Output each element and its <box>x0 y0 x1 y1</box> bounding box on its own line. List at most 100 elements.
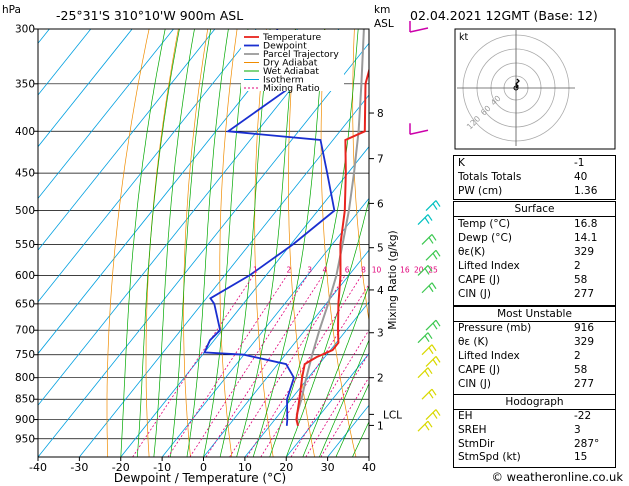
x-tick-label: -10 <box>153 461 171 474</box>
y-tick-label: 450 <box>15 168 35 180</box>
dry-adiabat-line <box>352 29 369 323</box>
mixing-ratio-label: 3 <box>307 265 312 274</box>
x-tick-label: 20 <box>279 461 293 474</box>
mu-cin-label: CIN (J) <box>458 378 491 390</box>
mixing-ratio-line <box>305 352 369 457</box>
mixing-ratio-label: 2 <box>287 265 292 274</box>
y-tick-label: 800 <box>15 372 35 384</box>
y-tick-label: 400 <box>15 126 35 138</box>
wind-barb-flag <box>432 359 438 366</box>
mu-thetae-label: θε (K) <box>458 336 489 348</box>
pressure-unit-label: hPa <box>2 4 21 16</box>
wet-adiabat-line <box>136 29 180 457</box>
wind-barb-flag <box>427 420 433 428</box>
x-tick-label: -40 <box>29 461 47 474</box>
wind-barb <box>409 21 429 33</box>
wind-barb-flag <box>432 322 438 330</box>
surface-title: Surface <box>514 203 555 215</box>
lcl-label: LCL <box>383 409 402 421</box>
x-tick-label: 30 <box>321 461 335 474</box>
wind-barb-staff <box>425 355 437 367</box>
hodograph-unit-label: kt <box>459 32 469 43</box>
wet-adiabat-line <box>186 29 229 457</box>
stmdir-label: StmDir <box>458 438 495 450</box>
totals-totals-label: Totals Totals <box>458 171 522 183</box>
copyright-label: © weatheronline.co.uk <box>491 470 623 484</box>
wet-adiabat-line <box>302 284 369 457</box>
mu-pressure-value: 916 <box>574 322 595 334</box>
wind-barb-staff <box>425 319 437 331</box>
legend-item-label: Parcel Trajectory <box>263 49 339 60</box>
surface-panel: Surface Temp (°C) 16.8 Dewp (°C) 14.1 θε(K… <box>453 201 616 306</box>
k-index-value: -1 <box>574 157 585 169</box>
wind-barbs <box>409 21 441 432</box>
wind-barb-staff <box>421 344 433 356</box>
surface-thetae-label: θε(K) <box>458 246 486 258</box>
surface-dewp-label: Dewp (°C) <box>458 232 512 244</box>
wind-barb <box>421 344 437 356</box>
isotherm-line <box>285 352 369 457</box>
dry-adiabat-line <box>618 29 629 457</box>
x-tick-label: 10 <box>238 461 252 474</box>
isotherm-line <box>38 29 174 200</box>
surface-cin-value: 277 <box>574 288 595 300</box>
km-unit-label: km <box>374 4 390 16</box>
mu-thetae-value: 329 <box>574 336 595 348</box>
sreh-value: 3 <box>574 424 581 436</box>
legend-item-label: Dewpoint <box>263 41 307 52</box>
wind-barb-flag <box>427 367 433 375</box>
wind-barb-flag <box>428 285 434 293</box>
wet-adiabat-line <box>269 29 359 457</box>
wind-barb <box>417 264 433 276</box>
most-unstable-panel: Most Unstable Pressure (mb) 916 θε (K) 329… <box>453 306 616 395</box>
isotherm-line <box>38 42 369 457</box>
mixing-ratio-line <box>246 275 362 457</box>
wind-barb <box>417 367 433 379</box>
surface-cape-value: 58 <box>574 274 588 286</box>
mixing-ratio-line <box>229 275 346 457</box>
isotherm-line <box>161 197 369 457</box>
wind-barb <box>421 282 437 294</box>
wind-barb-flag <box>424 268 430 275</box>
km-tick-label: 1 <box>377 420 384 432</box>
mu-cape-value: 58 <box>574 364 588 376</box>
wind-barb <box>417 332 433 344</box>
wind-barb <box>421 388 437 400</box>
wind-barb-staff <box>417 264 429 276</box>
isotherm-line <box>38 29 298 355</box>
eh-label: EH <box>458 410 473 422</box>
isotherm-line <box>38 29 216 251</box>
isotherm-line <box>79 94 369 457</box>
wind-barb-flag <box>424 423 430 431</box>
mixing-ratio-label: 10 <box>372 265 382 274</box>
mixing-ratio-label: 20 <box>414 265 424 274</box>
wind-barb-staff <box>417 214 429 225</box>
wind-barb-flag <box>424 217 430 224</box>
surface-temp-value: 16.8 <box>574 218 598 230</box>
pw-value: 1.36 <box>574 185 598 197</box>
wind-barb-flag <box>427 332 433 340</box>
wind-barb-flag <box>432 203 438 210</box>
hodograph-indices-title: Hodograph <box>505 396 564 408</box>
wind-barb-flag <box>431 282 437 290</box>
isotherm-line <box>38 29 133 148</box>
mu-cape-label: CAPE (J) <box>458 364 501 376</box>
km-tick-label: 4 <box>377 285 384 297</box>
temperature-profile <box>295 67 369 427</box>
wind-barb <box>421 234 437 245</box>
wet-adiabat-line <box>319 339 369 457</box>
wind-barb-flag <box>435 409 441 416</box>
mixing-ratio-line <box>189 275 308 457</box>
storm-motion-marker <box>513 85 519 91</box>
wet-adiabat-line <box>236 29 296 457</box>
mixing-ratio-label: 8 <box>361 265 366 274</box>
wind-barb-staff <box>425 200 437 212</box>
wind-barb <box>425 249 441 261</box>
y-tick-label: 650 <box>15 298 35 310</box>
x-tick-label: -30 <box>70 461 88 474</box>
wind-barb-flag <box>435 249 441 257</box>
legend-item-label: Dry Adiabat <box>263 58 318 69</box>
wet-adiabat-line <box>153 29 195 457</box>
sreh-label: SREH <box>458 424 487 436</box>
surface-li-label: Lifted Index <box>458 260 520 272</box>
